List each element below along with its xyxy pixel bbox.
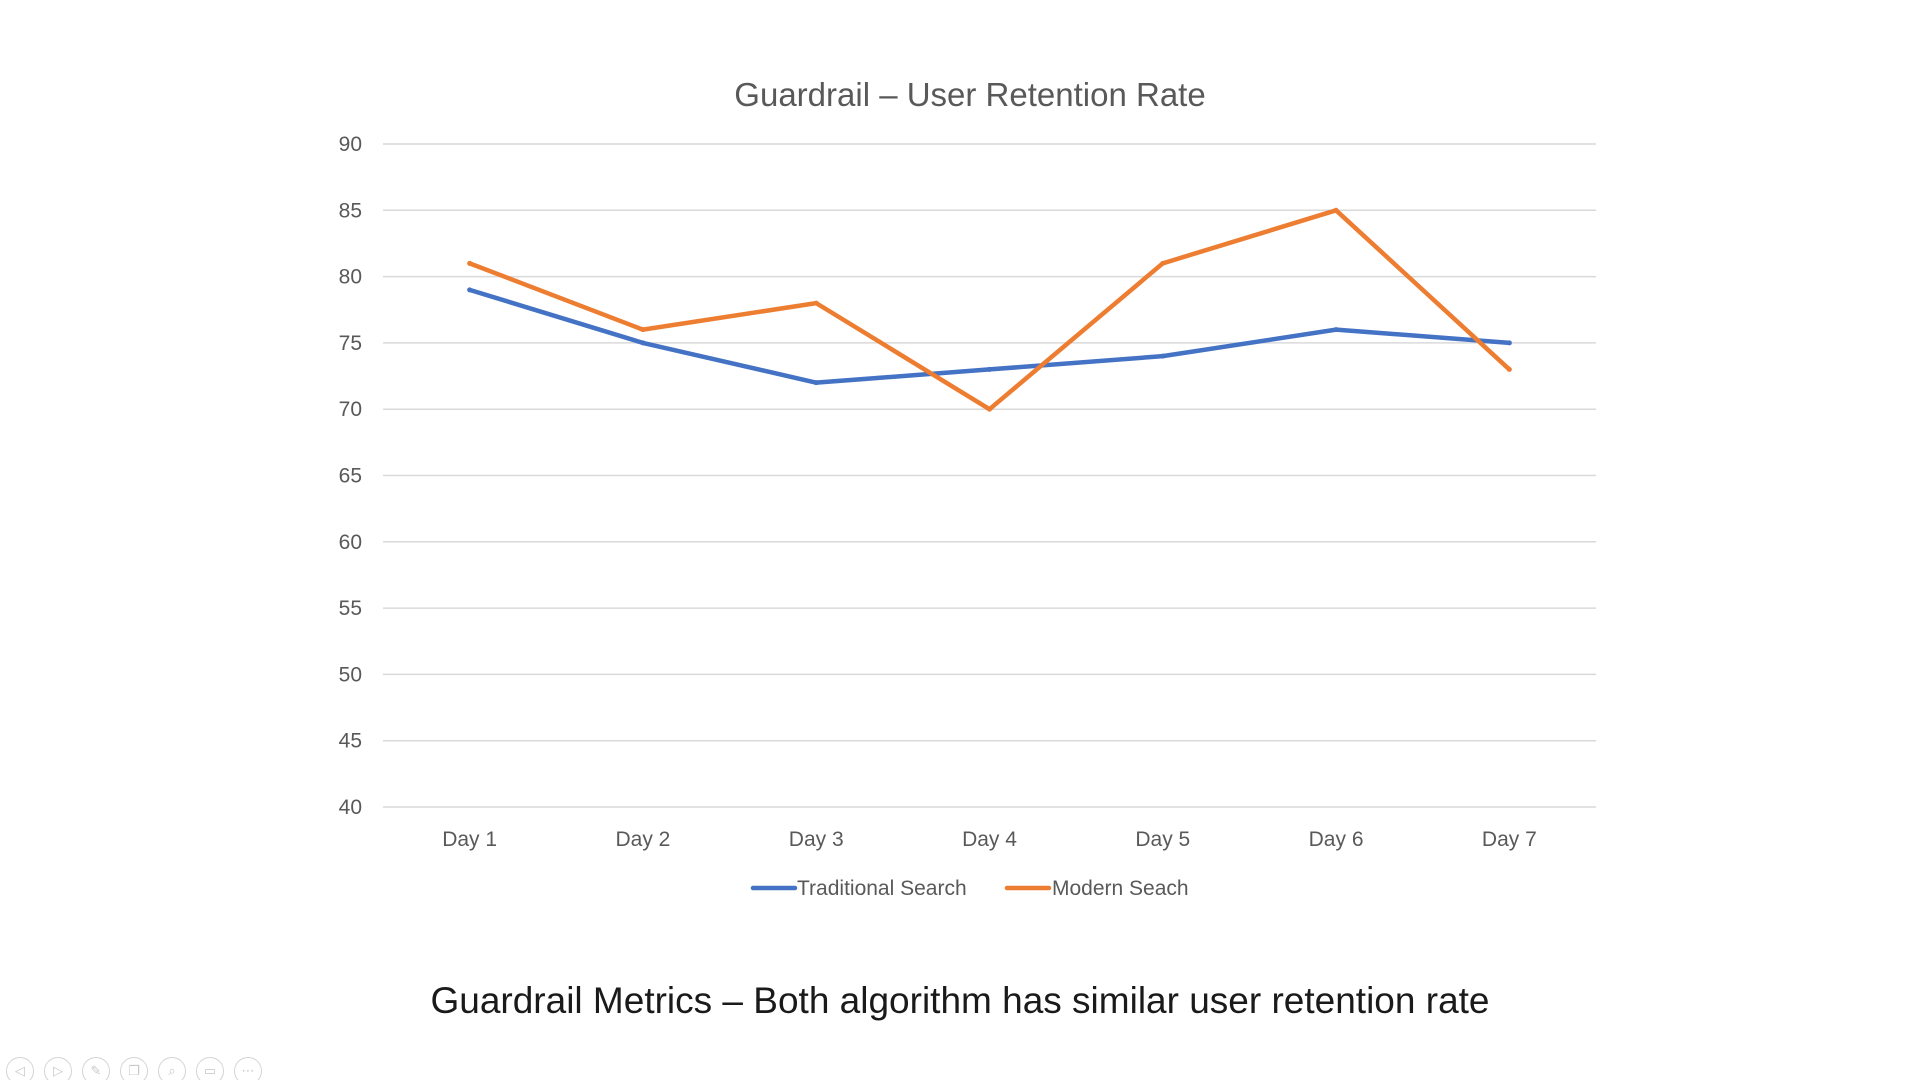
x-tick-label: Day 7 <box>1482 828 1537 851</box>
data-point <box>1333 327 1339 333</box>
data-point <box>987 406 992 412</box>
gridlines <box>383 143 1596 808</box>
pen-button[interactable]: ✎ <box>82 1057 110 1080</box>
y-tick-label: 60 <box>339 531 362 554</box>
data-point <box>1160 353 1166 359</box>
more-icon: ⋯ <box>241 1063 255 1079</box>
chart-title: Guardrail – User Retention Rate <box>734 76 1205 113</box>
y-tick-label: 90 <box>339 133 362 156</box>
zoom-icon: ⌕ <box>168 1063 176 1079</box>
subtitles-icon: ▭ <box>203 1063 217 1079</box>
y-tick-label: 40 <box>339 796 362 819</box>
data-point <box>1333 207 1339 213</box>
y-tick-label: 80 <box>339 266 362 289</box>
y-axis-tick-labels: 40 45 50 55 60 65 70 75 80 85 90 <box>339 133 362 819</box>
next-button[interactable]: ▷ <box>44 1057 72 1080</box>
previous-icon: ◁ <box>15 1063 25 1079</box>
y-tick-label: 70 <box>339 398 362 421</box>
y-tick-label: 50 <box>339 663 362 686</box>
data-point <box>640 327 646 333</box>
data-point <box>813 300 819 306</box>
y-tick-label: 75 <box>339 332 362 355</box>
slides-button[interactable]: ❐ <box>120 1057 148 1080</box>
y-tick-label: 85 <box>339 199 362 222</box>
x-tick-label: Day 1 <box>442 828 497 851</box>
series-line-2 <box>467 208 1512 412</box>
zoom-button[interactable]: ⌕ <box>158 1057 186 1080</box>
legend: Traditional Search Modern Seach <box>750 877 1189 900</box>
subtitles-button[interactable]: ▭ <box>196 1057 224 1080</box>
x-tick-label: Day 4 <box>962 828 1017 851</box>
pen-icon: ✎ <box>90 1063 102 1079</box>
data-point <box>987 366 992 372</box>
data-point <box>640 340 646 346</box>
x-tick-label: Day 6 <box>1309 828 1364 851</box>
slide-caption: Guardrail Metrics – Both algorithm has s… <box>430 980 1490 1021</box>
slides-icon: ❐ <box>128 1063 140 1079</box>
y-tick-label: 65 <box>339 465 362 488</box>
next-icon: ▷ <box>53 1063 63 1079</box>
data-point <box>467 260 473 266</box>
x-tick-label: Day 3 <box>789 828 844 851</box>
data-point <box>1506 366 1512 372</box>
previous-button[interactable]: ◁ <box>6 1057 34 1080</box>
data-point <box>813 380 819 386</box>
x-tick-label: Day 5 <box>1135 828 1190 851</box>
legend-label: Modern Seach <box>1052 877 1189 900</box>
y-tick-label: 55 <box>339 597 362 620</box>
y-tick-label: 45 <box>339 730 362 753</box>
slide-show-controls: ◁ ▷ ✎ ❐ ⌕ ▭ ⋯ <box>6 1057 262 1080</box>
data-point <box>1506 340 1512 346</box>
more-button[interactable]: ⋯ <box>234 1057 262 1080</box>
series-lines <box>467 207 1512 412</box>
legend-label: Traditional Search <box>797 877 967 900</box>
data-point <box>467 287 473 293</box>
x-tick-label: Day 2 <box>615 828 670 851</box>
x-axis-tick-labels: Day 1 Day 2 Day 3 Day 4 Day 5 Day 6 Day 7 <box>442 828 1537 851</box>
data-point <box>1160 260 1166 266</box>
